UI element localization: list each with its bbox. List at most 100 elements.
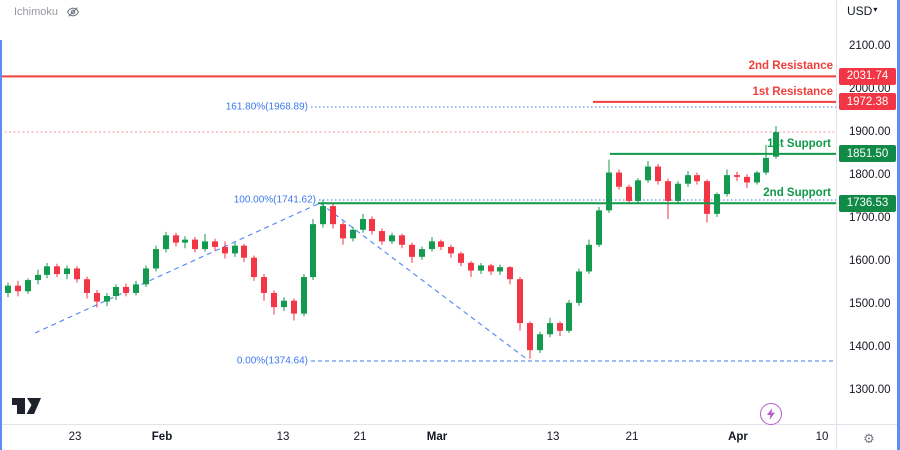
candle xyxy=(5,282,11,298)
candle xyxy=(626,184,632,204)
candle xyxy=(429,237,435,252)
candle xyxy=(15,280,21,297)
candle xyxy=(143,265,149,287)
candle xyxy=(744,174,750,189)
candle xyxy=(675,181,681,204)
level-label[interactable]: 1st Resistance xyxy=(752,85,833,98)
candle xyxy=(35,269,41,285)
candle xyxy=(222,241,228,259)
time-tick: 10 xyxy=(815,431,829,443)
candle xyxy=(566,299,572,333)
candle xyxy=(113,284,119,300)
price-badge: 1972.38 xyxy=(839,93,896,111)
candle xyxy=(232,242,238,257)
candle xyxy=(557,321,563,336)
candle xyxy=(340,221,346,245)
candle xyxy=(320,199,326,228)
candle xyxy=(527,321,533,359)
level-label[interactable]: 1st Support xyxy=(767,137,831,150)
price-badge: 1736.53 xyxy=(839,194,896,212)
price-tick: 1500.00 xyxy=(849,298,891,310)
price-tick: 1600.00 xyxy=(849,255,891,267)
fib-label[interactable]: 0.00%(1374.64) xyxy=(236,355,308,367)
fib-label[interactable]: 161.80%(1968.89) xyxy=(225,101,308,113)
price-tick: 1400.00 xyxy=(849,341,891,353)
candle xyxy=(685,170,691,187)
candle xyxy=(655,163,661,185)
magnet-mode-button[interactable] xyxy=(760,403,782,425)
time-tick: 21 xyxy=(353,431,367,443)
price-tick: 2100.00 xyxy=(849,40,891,52)
candle xyxy=(419,246,425,260)
trendline[interactable] xyxy=(34,202,321,334)
candle xyxy=(281,297,287,312)
candle xyxy=(153,245,159,272)
level-label[interactable]: 2nd Resistance xyxy=(748,60,833,73)
price-axis[interactable]: USD ▾ 2100.00 2000.00 1900.00 1800.00 1700.0… xyxy=(836,0,900,424)
candle xyxy=(241,243,247,262)
candle xyxy=(389,232,395,244)
candle xyxy=(478,262,484,275)
price-tick: 1300.00 xyxy=(849,384,891,396)
time-axis[interactable]: 23 Feb 13 21 Mar 13 21 Apr 10 xyxy=(0,424,836,450)
indicator-name: Ichimoku xyxy=(14,6,59,18)
candle xyxy=(714,192,720,217)
currency-selector[interactable]: USD ▾ xyxy=(847,4,877,18)
currency-label: USD xyxy=(847,4,873,18)
candle xyxy=(64,265,70,280)
indicator-legend: Ichimoku xyxy=(14,6,80,18)
chart-canvas[interactable]: 2nd Resistance 1st Resistance 1st Support 2… xyxy=(0,0,836,424)
candle xyxy=(734,171,740,182)
candle xyxy=(54,263,60,278)
candle xyxy=(488,263,494,275)
candle xyxy=(330,203,336,229)
gear-icon: ⚙ xyxy=(863,430,875,446)
price-tick: 1800.00 xyxy=(849,169,891,181)
candle xyxy=(133,280,139,296)
candle xyxy=(350,226,356,242)
candle xyxy=(517,277,523,331)
price-badge: 1851.50 xyxy=(839,145,896,163)
candle xyxy=(94,289,100,308)
candle xyxy=(645,160,651,183)
fib-label[interactable]: 100.00%(1741.62) xyxy=(233,194,316,206)
candle xyxy=(537,331,543,354)
candle xyxy=(25,278,31,294)
candle xyxy=(497,264,503,275)
candle xyxy=(576,268,582,306)
candle xyxy=(458,251,464,267)
candle xyxy=(369,216,375,235)
trendline[interactable] xyxy=(319,202,529,361)
candle xyxy=(468,261,474,278)
eye-off-icon[interactable] xyxy=(66,6,80,18)
candle xyxy=(635,178,641,203)
price-badge: 2031.74 xyxy=(839,67,896,85)
candle xyxy=(261,274,267,301)
level-label[interactable]: 2nd Support xyxy=(763,187,831,200)
candle xyxy=(163,231,169,253)
candle xyxy=(379,228,385,245)
candle xyxy=(448,244,454,258)
candle xyxy=(74,266,80,283)
candle xyxy=(192,237,198,253)
flash-icon xyxy=(767,408,775,420)
candle xyxy=(606,159,612,213)
candle xyxy=(616,169,622,190)
time-tick: 13 xyxy=(276,431,290,443)
price-tick: 1700.00 xyxy=(849,212,891,224)
candle xyxy=(724,169,730,197)
candle xyxy=(694,172,700,185)
candle xyxy=(409,242,415,263)
candle xyxy=(202,234,208,252)
candle xyxy=(44,262,50,279)
tradingview-logo[interactable] xyxy=(12,398,44,419)
candle xyxy=(586,239,592,275)
candle xyxy=(596,206,602,247)
focus-border-left xyxy=(0,40,2,450)
candle xyxy=(310,219,316,281)
candle xyxy=(123,283,129,297)
axis-settings-button[interactable]: ⚙ xyxy=(836,424,900,450)
candlestick-plot[interactable] xyxy=(0,0,836,424)
time-tick: Mar xyxy=(426,431,448,443)
time-tick: 23 xyxy=(68,431,82,443)
